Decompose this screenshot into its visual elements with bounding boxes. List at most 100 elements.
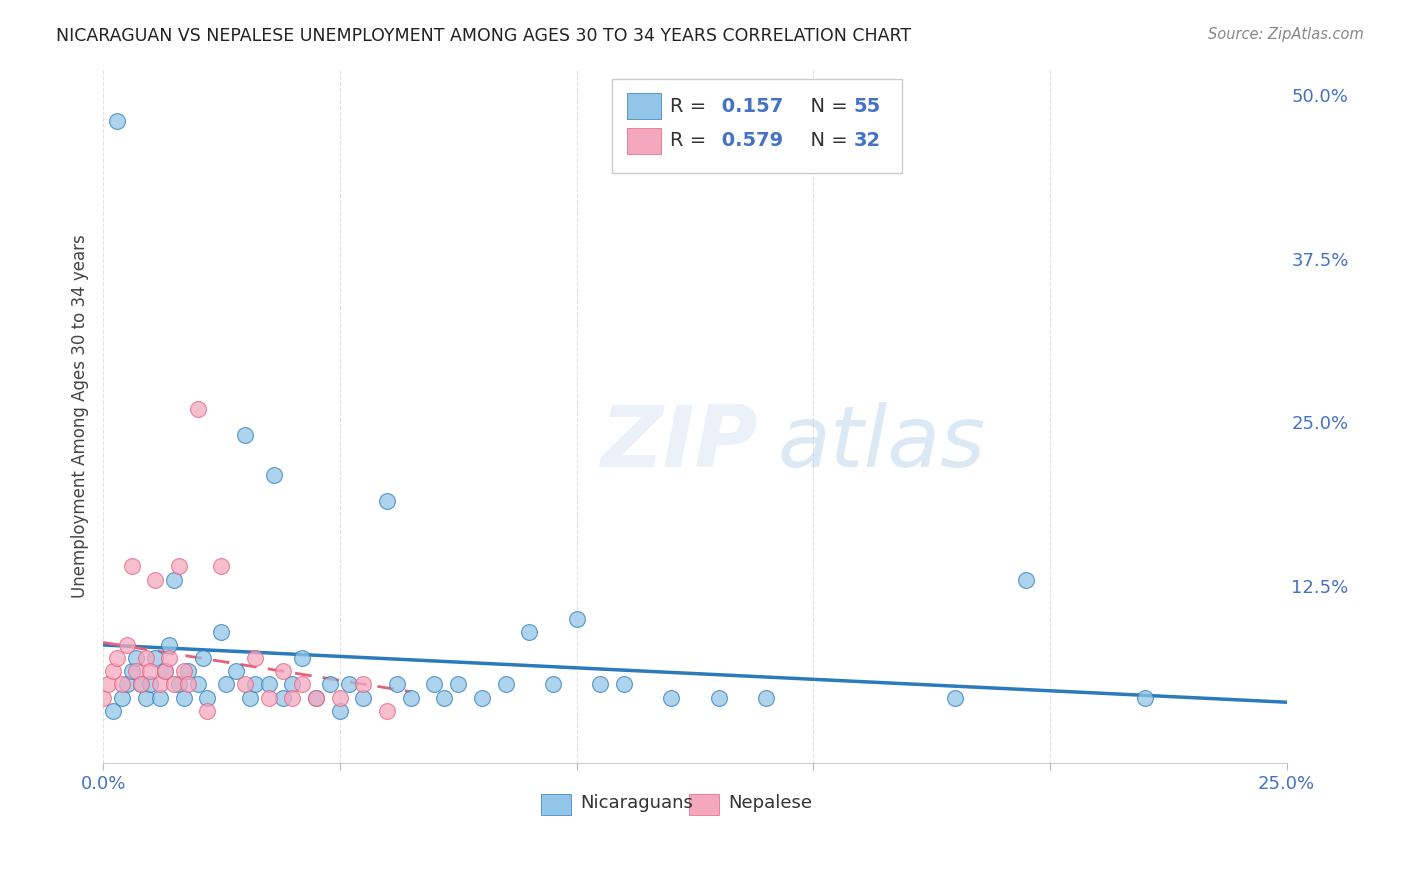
Point <box>139 665 162 679</box>
Point <box>111 690 134 705</box>
Point <box>329 704 352 718</box>
Point <box>659 690 682 705</box>
Text: R =: R = <box>671 96 713 116</box>
Text: NICARAGUAN VS NEPALESE UNEMPLOYMENT AMONG AGES 30 TO 34 YEARS CORRELATION CHART: NICARAGUAN VS NEPALESE UNEMPLOYMENT AMON… <box>56 27 911 45</box>
Point <box>125 651 148 665</box>
Point <box>337 677 360 691</box>
Point <box>157 638 180 652</box>
Point <box>163 573 186 587</box>
Point <box>115 677 138 691</box>
Text: R =: R = <box>671 131 713 150</box>
Point <box>121 559 143 574</box>
Y-axis label: Unemployment Among Ages 30 to 34 years: Unemployment Among Ages 30 to 34 years <box>72 234 89 598</box>
Point <box>225 665 247 679</box>
Point <box>135 690 157 705</box>
Text: N =: N = <box>797 96 853 116</box>
Point <box>271 665 294 679</box>
Point <box>191 651 214 665</box>
Point <box>111 677 134 691</box>
Point <box>177 677 200 691</box>
Point <box>173 690 195 705</box>
Text: 0.157: 0.157 <box>716 96 783 116</box>
Point <box>319 677 342 691</box>
Point <box>149 677 172 691</box>
FancyBboxPatch shape <box>689 794 718 815</box>
Point <box>105 114 128 128</box>
Point <box>399 690 422 705</box>
Point <box>589 677 612 691</box>
Text: 32: 32 <box>853 131 880 150</box>
Point <box>1133 690 1156 705</box>
Point <box>305 690 328 705</box>
Point <box>121 665 143 679</box>
Point <box>101 665 124 679</box>
Point <box>257 690 280 705</box>
Point <box>115 638 138 652</box>
Point <box>281 677 304 691</box>
Point <box>143 573 166 587</box>
Point <box>541 677 564 691</box>
Point <box>755 690 778 705</box>
Point <box>157 651 180 665</box>
Text: Nicaraguans: Nicaraguans <box>581 795 693 813</box>
Point <box>101 704 124 718</box>
Text: Nepalese: Nepalese <box>728 795 813 813</box>
FancyBboxPatch shape <box>541 794 571 815</box>
Point <box>565 612 588 626</box>
Point <box>233 677 256 691</box>
Point <box>149 690 172 705</box>
Text: ZIP: ZIP <box>600 402 758 485</box>
Point <box>375 704 398 718</box>
Point <box>433 690 456 705</box>
Point <box>187 402 209 417</box>
FancyBboxPatch shape <box>627 128 661 154</box>
Point <box>91 690 114 705</box>
Point <box>239 690 262 705</box>
Point <box>233 428 256 442</box>
Point <box>129 677 152 691</box>
Text: 0.579: 0.579 <box>716 131 783 150</box>
Point <box>105 651 128 665</box>
Point <box>385 677 408 691</box>
Point <box>291 677 314 691</box>
Point <box>215 677 238 691</box>
Point <box>257 677 280 691</box>
Point <box>97 677 120 691</box>
Point <box>125 665 148 679</box>
Point <box>173 665 195 679</box>
Point <box>447 677 470 691</box>
Point <box>291 651 314 665</box>
Point <box>211 625 233 640</box>
Point <box>167 677 190 691</box>
Point <box>305 690 328 705</box>
Point <box>353 690 375 705</box>
Point <box>517 625 540 640</box>
Text: 55: 55 <box>853 96 880 116</box>
Text: Source: ZipAtlas.com: Source: ZipAtlas.com <box>1208 27 1364 42</box>
Point <box>167 559 190 574</box>
Point <box>471 690 494 705</box>
Point <box>135 651 157 665</box>
Point <box>243 677 266 691</box>
Point <box>187 677 209 691</box>
Point <box>271 690 294 705</box>
Point <box>495 677 517 691</box>
Point <box>613 677 636 691</box>
Point <box>143 651 166 665</box>
Point <box>153 665 176 679</box>
FancyBboxPatch shape <box>627 93 661 120</box>
Point <box>243 651 266 665</box>
Text: atlas: atlas <box>778 402 986 485</box>
Point <box>1015 573 1038 587</box>
Point <box>211 559 233 574</box>
Point <box>263 467 285 482</box>
Point <box>153 665 176 679</box>
FancyBboxPatch shape <box>612 78 903 173</box>
Point <box>139 677 162 691</box>
Point <box>329 690 352 705</box>
Point <box>375 494 398 508</box>
Point <box>163 677 186 691</box>
Point <box>129 677 152 691</box>
Point <box>195 690 218 705</box>
Point <box>353 677 375 691</box>
